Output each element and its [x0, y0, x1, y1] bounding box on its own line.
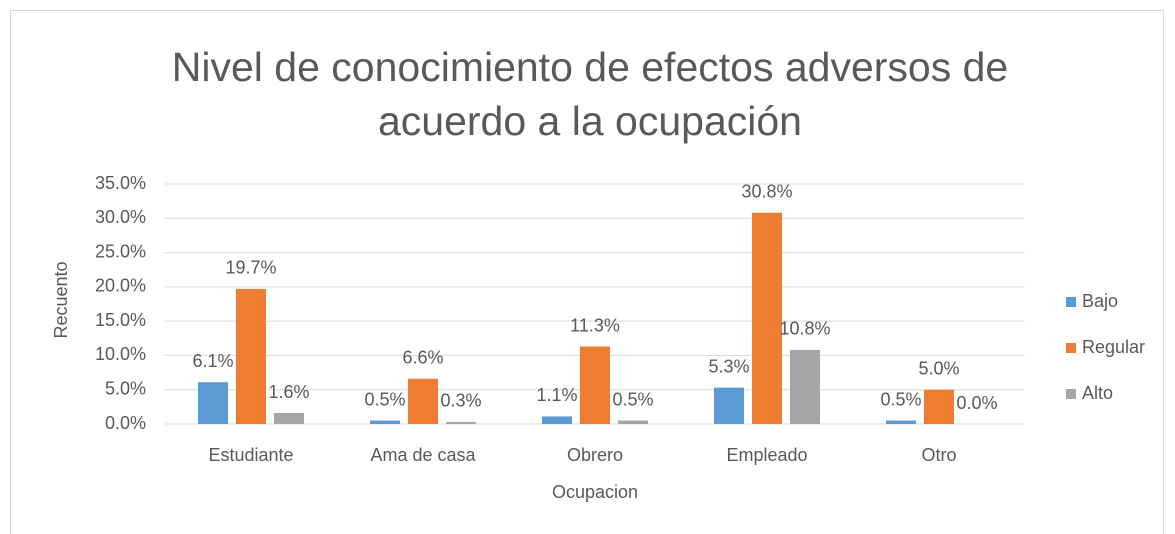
data-label: 0.3%	[440, 391, 481, 411]
data-label: 5.0%	[918, 358, 959, 378]
bar	[752, 212, 782, 424]
bar	[542, 416, 572, 424]
legend-label: Regular	[1082, 337, 1145, 357]
data-label: 0.0%	[956, 393, 997, 413]
data-label: 0.5%	[880, 389, 921, 409]
data-label: 0.5%	[364, 389, 405, 409]
bar	[790, 349, 820, 424]
chart-frame	[10, 10, 1164, 534]
legend-swatch	[1066, 343, 1076, 353]
bar	[714, 387, 744, 424]
bar	[924, 389, 954, 424]
legend-swatch	[1066, 389, 1076, 399]
y-tick-label: 0.0%	[105, 413, 146, 433]
y-tick-label: 35.0%	[95, 173, 146, 193]
data-label: 6.1%	[192, 351, 233, 371]
y-tick-label: 20.0%	[95, 276, 146, 296]
y-tick-label: 25.0%	[95, 241, 146, 261]
legend-swatch	[1066, 297, 1076, 307]
bar	[580, 346, 610, 424]
x-tick-label: Estudiante	[208, 445, 293, 465]
data-label: 10.8%	[779, 319, 830, 339]
bar	[408, 378, 438, 424]
y-tick-label: 15.0%	[95, 310, 146, 330]
bar	[236, 288, 266, 424]
bar	[446, 421, 476, 424]
data-label: 1.1%	[536, 385, 577, 405]
x-tick-label: Empleado	[726, 445, 807, 465]
x-tick-label: Otro	[921, 445, 956, 465]
y-tick-label: 5.0%	[105, 378, 146, 398]
data-label: 30.8%	[741, 182, 792, 202]
bar	[370, 420, 400, 424]
legend-label: Bajo	[1082, 291, 1118, 311]
bar	[198, 382, 228, 424]
legend-label: Alto	[1082, 383, 1113, 403]
data-label: 11.3%	[570, 315, 620, 335]
bar	[618, 420, 648, 424]
data-label: 19.7%	[225, 258, 276, 278]
y-tick-label: 30.0%	[95, 207, 146, 227]
x-tick-label: Obrero	[567, 445, 623, 465]
y-axis-title: Recuento	[51, 261, 71, 338]
chart-title: Nivel de conocimiento de efectos adverso…	[171, 44, 1009, 144]
x-axis-title: Ocupacion	[552, 482, 638, 502]
y-tick-label: 10.0%	[95, 344, 146, 364]
bar	[274, 413, 304, 424]
data-label: 5.3%	[708, 356, 749, 376]
data-label: 0.5%	[612, 389, 653, 409]
bar	[886, 420, 916, 424]
data-label: 1.6%	[268, 382, 309, 402]
data-label: 6.6%	[402, 347, 443, 367]
x-tick-label: Ama de casa	[370, 445, 476, 465]
